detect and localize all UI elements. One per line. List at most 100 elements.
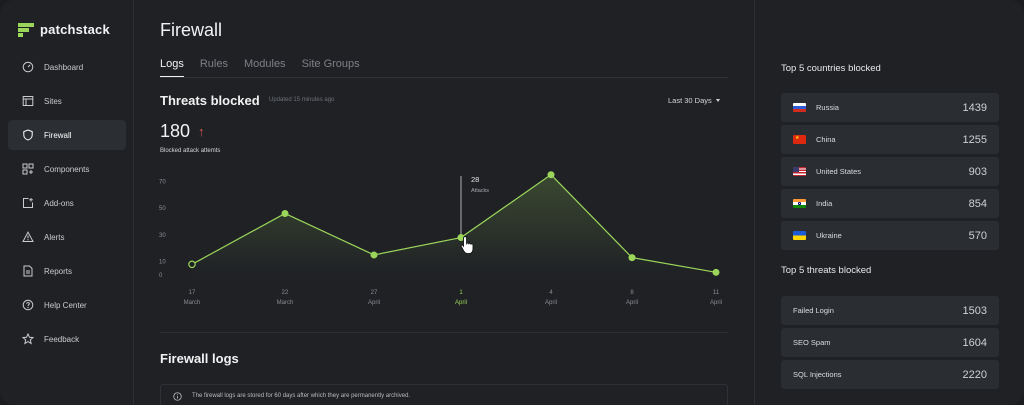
y-tick-label: 10 <box>159 260 166 266</box>
country-count: 1255 <box>962 133 987 146</box>
country-count: 903 <box>968 165 987 178</box>
country-row[interactable]: India 854 <box>781 189 999 218</box>
data-point <box>188 260 196 269</box>
tabs-divider <box>160 77 728 78</box>
x-tick-sublabel: March <box>184 300 201 306</box>
country-count: 854 <box>968 197 987 210</box>
section-divider <box>160 332 728 333</box>
x-tick-sublabel: April <box>368 300 380 306</box>
country-count: 1439 <box>962 101 987 114</box>
sidebar-item-dashboard[interactable]: Dashboard <box>8 52 126 82</box>
sidebar-item-label: Help Center <box>44 300 87 310</box>
total-blocked-label: Blocked attack attemts <box>160 148 221 154</box>
sidebar-item-feedback[interactable]: Feedback <box>8 324 126 354</box>
chevron-down-icon <box>715 99 720 102</box>
x-tick-label: 8 <box>630 290 634 296</box>
tab-rules[interactable]: Rules <box>199 58 228 70</box>
date-range-dropdown[interactable]: Last 30 Days <box>668 96 720 105</box>
hand-cursor-icon <box>460 236 474 255</box>
y-tick-label: 0 <box>159 273 163 279</box>
sidebar-item-help-center[interactable]: Help Center <box>8 290 126 320</box>
star-icon <box>22 333 34 345</box>
threat-row[interactable]: SQL Injections 2220 <box>781 360 999 389</box>
threats-line-chart: 0 10 30 50 70 28 Attacks 17 March 22 March 27 April 1… <box>159 171 722 306</box>
shield-icon <box>22 129 34 141</box>
x-tick-label: 17 <box>189 290 196 296</box>
china-flag-icon: ★ <box>793 135 806 144</box>
dashboard-icon <box>22 61 34 73</box>
total-blocked-value: 180 <box>160 121 191 141</box>
sidebar-item-label: Sites <box>44 96 62 106</box>
top-countries-title: Top 5 countries blocked <box>781 63 881 74</box>
x-tick-sublabel: April <box>626 300 638 306</box>
alert-icon <box>22 231 34 243</box>
sidebar-item-label: Components <box>44 164 90 174</box>
sites-icon <box>22 95 34 107</box>
page-title: Firewall <box>160 20 223 40</box>
x-tick-sublabel: April <box>710 300 722 306</box>
sidebar-item-firewall[interactable]: Firewall <box>8 120 126 150</box>
sidebar-item-components[interactable]: Components <box>8 154 126 184</box>
country-row[interactable]: Russia 1439 <box>781 93 999 122</box>
archive-notice: The firewall logs are stored for 60 days… <box>160 384 728 405</box>
sidebar-item-reports[interactable]: Reports <box>8 256 126 286</box>
add-ons-icon <box>22 197 34 209</box>
usa-flag-icon <box>793 167 806 176</box>
country-name: United States <box>816 167 862 176</box>
tooltip-value: 28 <box>471 175 479 184</box>
threat-count: 1604 <box>962 336 987 349</box>
data-point <box>281 209 289 217</box>
y-tick-label: 70 <box>159 179 166 185</box>
country-row[interactable]: Ukraine 570 <box>781 221 999 250</box>
threat-count: 1503 <box>962 304 987 317</box>
patchstack-logo-icon <box>18 22 34 37</box>
country-name: Russia <box>816 103 839 112</box>
sidebar: patchstack Dashboard Sites Firewall <box>0 0 134 405</box>
data-point <box>628 254 636 262</box>
top-threats-title: Top 5 threats blocked <box>781 265 872 276</box>
country-count: 570 <box>968 229 987 242</box>
report-icon <box>22 265 34 277</box>
y-tick-label: 50 <box>159 206 166 212</box>
sidebar-item-label: Feedback <box>44 334 80 344</box>
x-tick-label: 27 <box>371 290 378 296</box>
right-panel: Top 5 countries blocked Russia 1439 ★ Ch… <box>754 0 1024 405</box>
tab-site-groups[interactable]: Site Groups <box>301 58 360 70</box>
arrow-up-icon: ↑ <box>198 124 205 139</box>
sidebar-item-sites[interactable]: Sites <box>8 86 126 116</box>
data-point <box>547 171 555 179</box>
y-tick-label: 30 <box>159 233 166 239</box>
threat-row[interactable]: Failed Login 1503 <box>781 296 999 325</box>
brand-logo[interactable]: patchstack <box>18 22 110 37</box>
country-row[interactable]: ★ China 1255 <box>781 125 999 154</box>
updated-timestamp: Updated 15 minutes ago <box>269 97 335 103</box>
data-point <box>712 268 720 276</box>
sidebar-item-label: Firewall <box>44 130 72 140</box>
country-name: India <box>816 199 833 208</box>
russia-flag-icon <box>793 103 806 112</box>
sidebar-item-label: Dashboard <box>44 62 84 72</box>
country-name: China <box>816 135 836 144</box>
help-icon <box>22 299 34 311</box>
sidebar-item-add-ons[interactable]: Add-ons <box>8 188 126 218</box>
ukraine-flag-icon <box>793 231 806 240</box>
tab-logs[interactable]: Logs <box>160 58 184 77</box>
sidebar-item-alerts[interactable]: Alerts <box>8 222 126 252</box>
tab-bar: Logs Rules Modules Site Groups <box>160 58 360 77</box>
total-blocked: 180 ↑ <box>160 121 205 142</box>
sidebar-nav: Dashboard Sites Firewall Components <box>8 52 126 358</box>
threat-name: Failed Login <box>793 306 834 315</box>
x-tick-label: 1 <box>459 290 463 296</box>
sidebar-item-label: Add-ons <box>44 198 74 208</box>
x-tick-sublabel: April <box>455 300 467 306</box>
date-range-label: Last 30 Days <box>668 96 712 105</box>
data-point <box>457 234 465 242</box>
tab-modules[interactable]: Modules <box>243 58 286 70</box>
x-tick-label: 22 <box>282 290 289 296</box>
x-tick-label: 4 <box>549 290 553 296</box>
threat-name: SQL Injections <box>793 370 842 379</box>
country-row[interactable]: United States 903 <box>781 157 999 186</box>
x-tick-sublabel: April <box>545 300 557 306</box>
threat-row[interactable]: SEO Spam 1604 <box>781 328 999 357</box>
